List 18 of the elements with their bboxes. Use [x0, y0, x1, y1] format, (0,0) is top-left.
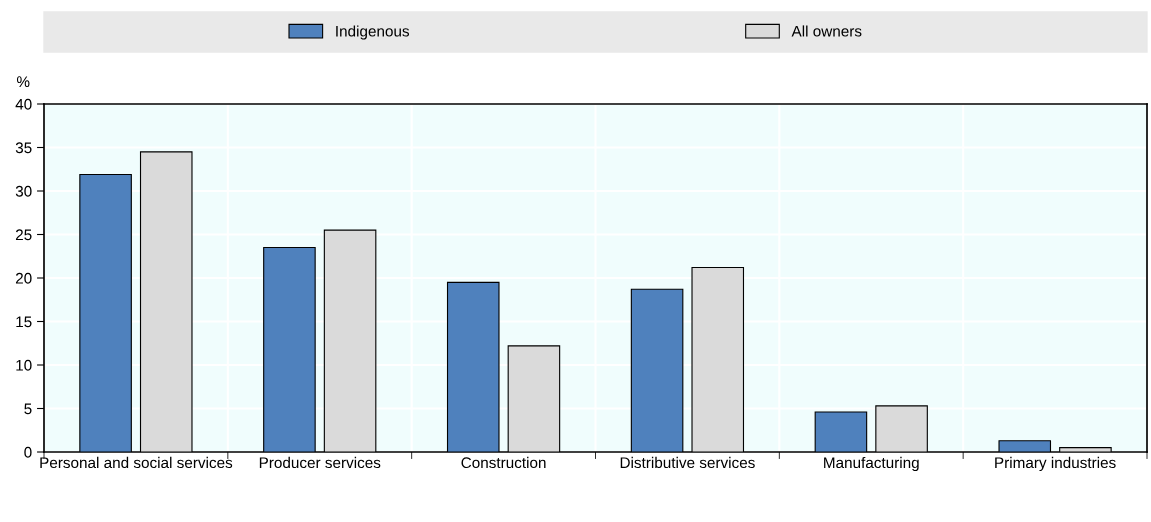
- y-tick-label: 5: [24, 403, 32, 415]
- legend-label: All owners: [791, 25, 862, 37]
- x-tick-label: Manufacturing: [824, 456, 919, 472]
- y-tick-label: 20: [15, 272, 32, 284]
- x-tick-label: Personal and social services: [40, 456, 233, 469]
- y-axis-title: %: [16, 76, 30, 87]
- x-tick-label: Producer services: [259, 456, 381, 469]
- y-tick-label: 25: [15, 229, 32, 241]
- y-tick-label: 15: [16, 316, 32, 328]
- y-tick-label: 40: [15, 98, 32, 110]
- y-tick-label: 35: [15, 142, 32, 154]
- x-tick-label: Primary industries: [995, 456, 1116, 472]
- y-tick-label: 0: [24, 446, 32, 458]
- x-tick-label: Distributive services: [620, 456, 755, 469]
- x-tick-label: Construction: [461, 456, 546, 469]
- y-tick-label: 30: [15, 185, 32, 197]
- y-tick-label: 10: [16, 359, 32, 371]
- legend-label: Indigenous: [336, 25, 410, 40]
